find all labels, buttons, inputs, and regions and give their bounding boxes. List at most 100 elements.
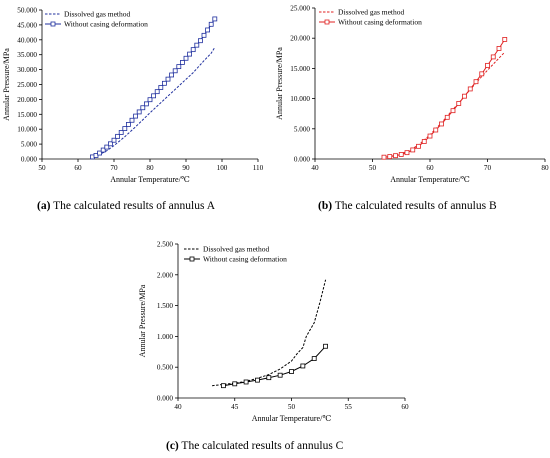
- data-point: [172, 68, 178, 74]
- legend-label: Without casing deformation: [203, 255, 287, 264]
- data-point: [473, 79, 479, 85]
- data-point: [161, 80, 167, 86]
- data-point: [151, 93, 157, 99]
- data-point: [467, 86, 473, 92]
- x-axis-title: Annular Temperature/℃: [110, 175, 190, 184]
- data-point: [277, 372, 283, 378]
- y-tick-label: 25.000: [290, 5, 310, 13]
- data-point: [201, 32, 207, 38]
- y-axis-title: Annular Pressure/MPa: [275, 47, 284, 120]
- data-point: [398, 152, 404, 157]
- series-line-dissolved-gas: [212, 279, 327, 387]
- data-point: [266, 375, 272, 381]
- y-tick-label: 5.000: [294, 125, 311, 133]
- data-point: [416, 143, 421, 149]
- y-tick-label: 20.000: [17, 96, 37, 104]
- x-tick-label: 50: [38, 164, 46, 172]
- data-point: [462, 93, 467, 99]
- y-tick-label: 2.500: [157, 241, 174, 249]
- legend-label: Dissolved gas method: [338, 8, 404, 17]
- data-point: [208, 21, 214, 27]
- caption-text: The calculated results of annulus C: [178, 440, 344, 452]
- y-tick-label: 40.000: [17, 36, 37, 44]
- data-point: [104, 144, 110, 150]
- data-point: [289, 369, 294, 374]
- y-tick-label: 1.500: [157, 302, 174, 310]
- data-point: [212, 16, 218, 22]
- legend-marker: [189, 256, 195, 262]
- data-point: [300, 363, 306, 369]
- caption-tag: (b): [318, 200, 333, 212]
- series-line-dissolved-gas: [90, 47, 216, 158]
- y-tick-label: 30.000: [17, 66, 37, 74]
- data-point: [197, 38, 203, 44]
- y-tick-label: 50.000: [17, 7, 37, 15]
- x-tick-label: 40: [174, 403, 182, 411]
- data-point: [129, 117, 135, 123]
- data-point: [243, 379, 249, 385]
- data-point: [421, 139, 427, 144]
- data-point: [479, 71, 485, 77]
- data-point: [111, 137, 117, 143]
- data-point: [427, 133, 433, 139]
- y-tick-label: 0.000: [157, 395, 174, 403]
- data-point: [496, 46, 502, 51]
- data-point: [490, 54, 496, 60]
- y-tick-label: 0.000: [294, 156, 311, 164]
- data-point: [140, 105, 146, 111]
- data-point: [169, 72, 175, 78]
- x-tick-label: 70: [110, 164, 118, 172]
- x-tick-label: 110: [253, 164, 264, 172]
- data-point: [97, 150, 102, 156]
- data-point: [122, 126, 128, 132]
- y-tick-label: 15.000: [290, 65, 310, 73]
- data-point: [311, 356, 317, 361]
- data-point: [133, 113, 139, 119]
- series-line-without-deformation: [92, 18, 216, 158]
- data-point: [154, 89, 160, 95]
- series-line-without-deformation: [223, 345, 326, 387]
- x-tick-label: 80: [146, 164, 154, 172]
- x-tick-label: 60: [426, 164, 434, 172]
- x-tick-label: 90: [182, 164, 190, 172]
- data-point: [433, 127, 439, 133]
- legend-marker: [324, 19, 330, 25]
- data-point: [108, 141, 113, 147]
- chart-panel-b: 40 50 60 70 80 0.000 5.000 10.000 15.000 20.000 25…: [275, 5, 549, 185]
- data-point: [147, 97, 153, 103]
- caption-tag: (a): [37, 200, 51, 212]
- data-point: [232, 381, 238, 387]
- chart-panel-c: 40 45 50 55 60 0.000 0.500 1.000 1.500 2.000 2.500…: [138, 241, 409, 424]
- y-tick-label: 25.000: [17, 81, 37, 89]
- y-tick-label: 45.000: [17, 21, 37, 29]
- data-point: [444, 114, 450, 120]
- data-point: [179, 60, 185, 65]
- data-point: [158, 85, 164, 90]
- data-point: [118, 130, 124, 135]
- y-axis-title: Annular Pressure/MPa: [2, 48, 11, 121]
- y-tick-label: 20.000: [290, 35, 310, 43]
- data-point: [255, 377, 260, 383]
- caption-tag: (c): [166, 440, 179, 452]
- data-point: [183, 55, 189, 61]
- data-point: [456, 101, 462, 106]
- caption-annulus-a: (a) The calculated results of annulus A: [37, 200, 215, 212]
- caption-text: The calculated results of annulus B: [332, 200, 497, 212]
- y-tick-label: 2.000: [157, 271, 174, 279]
- legend-label: Dissolved gas method: [64, 10, 130, 19]
- x-tick-label: 60: [74, 164, 82, 172]
- legend-label: Without casing deformation: [64, 20, 148, 29]
- data-point: [387, 154, 393, 159]
- series-line-dissolved-gas: [383, 51, 506, 158]
- y-tick-label: 0.000: [21, 156, 38, 164]
- x-tick-label: 45: [231, 403, 239, 411]
- legend-label: Dissolved gas method: [203, 245, 269, 254]
- data-point: [115, 133, 120, 139]
- series-line-without-deformation: [383, 39, 506, 158]
- legend-label: Without casing deformation: [338, 18, 422, 27]
- x-axis-title: Annular Temperature/℃: [390, 175, 470, 184]
- data-point: [190, 47, 196, 53]
- x-tick-label: 60: [401, 403, 409, 411]
- y-tick-label: 0.500: [157, 364, 174, 372]
